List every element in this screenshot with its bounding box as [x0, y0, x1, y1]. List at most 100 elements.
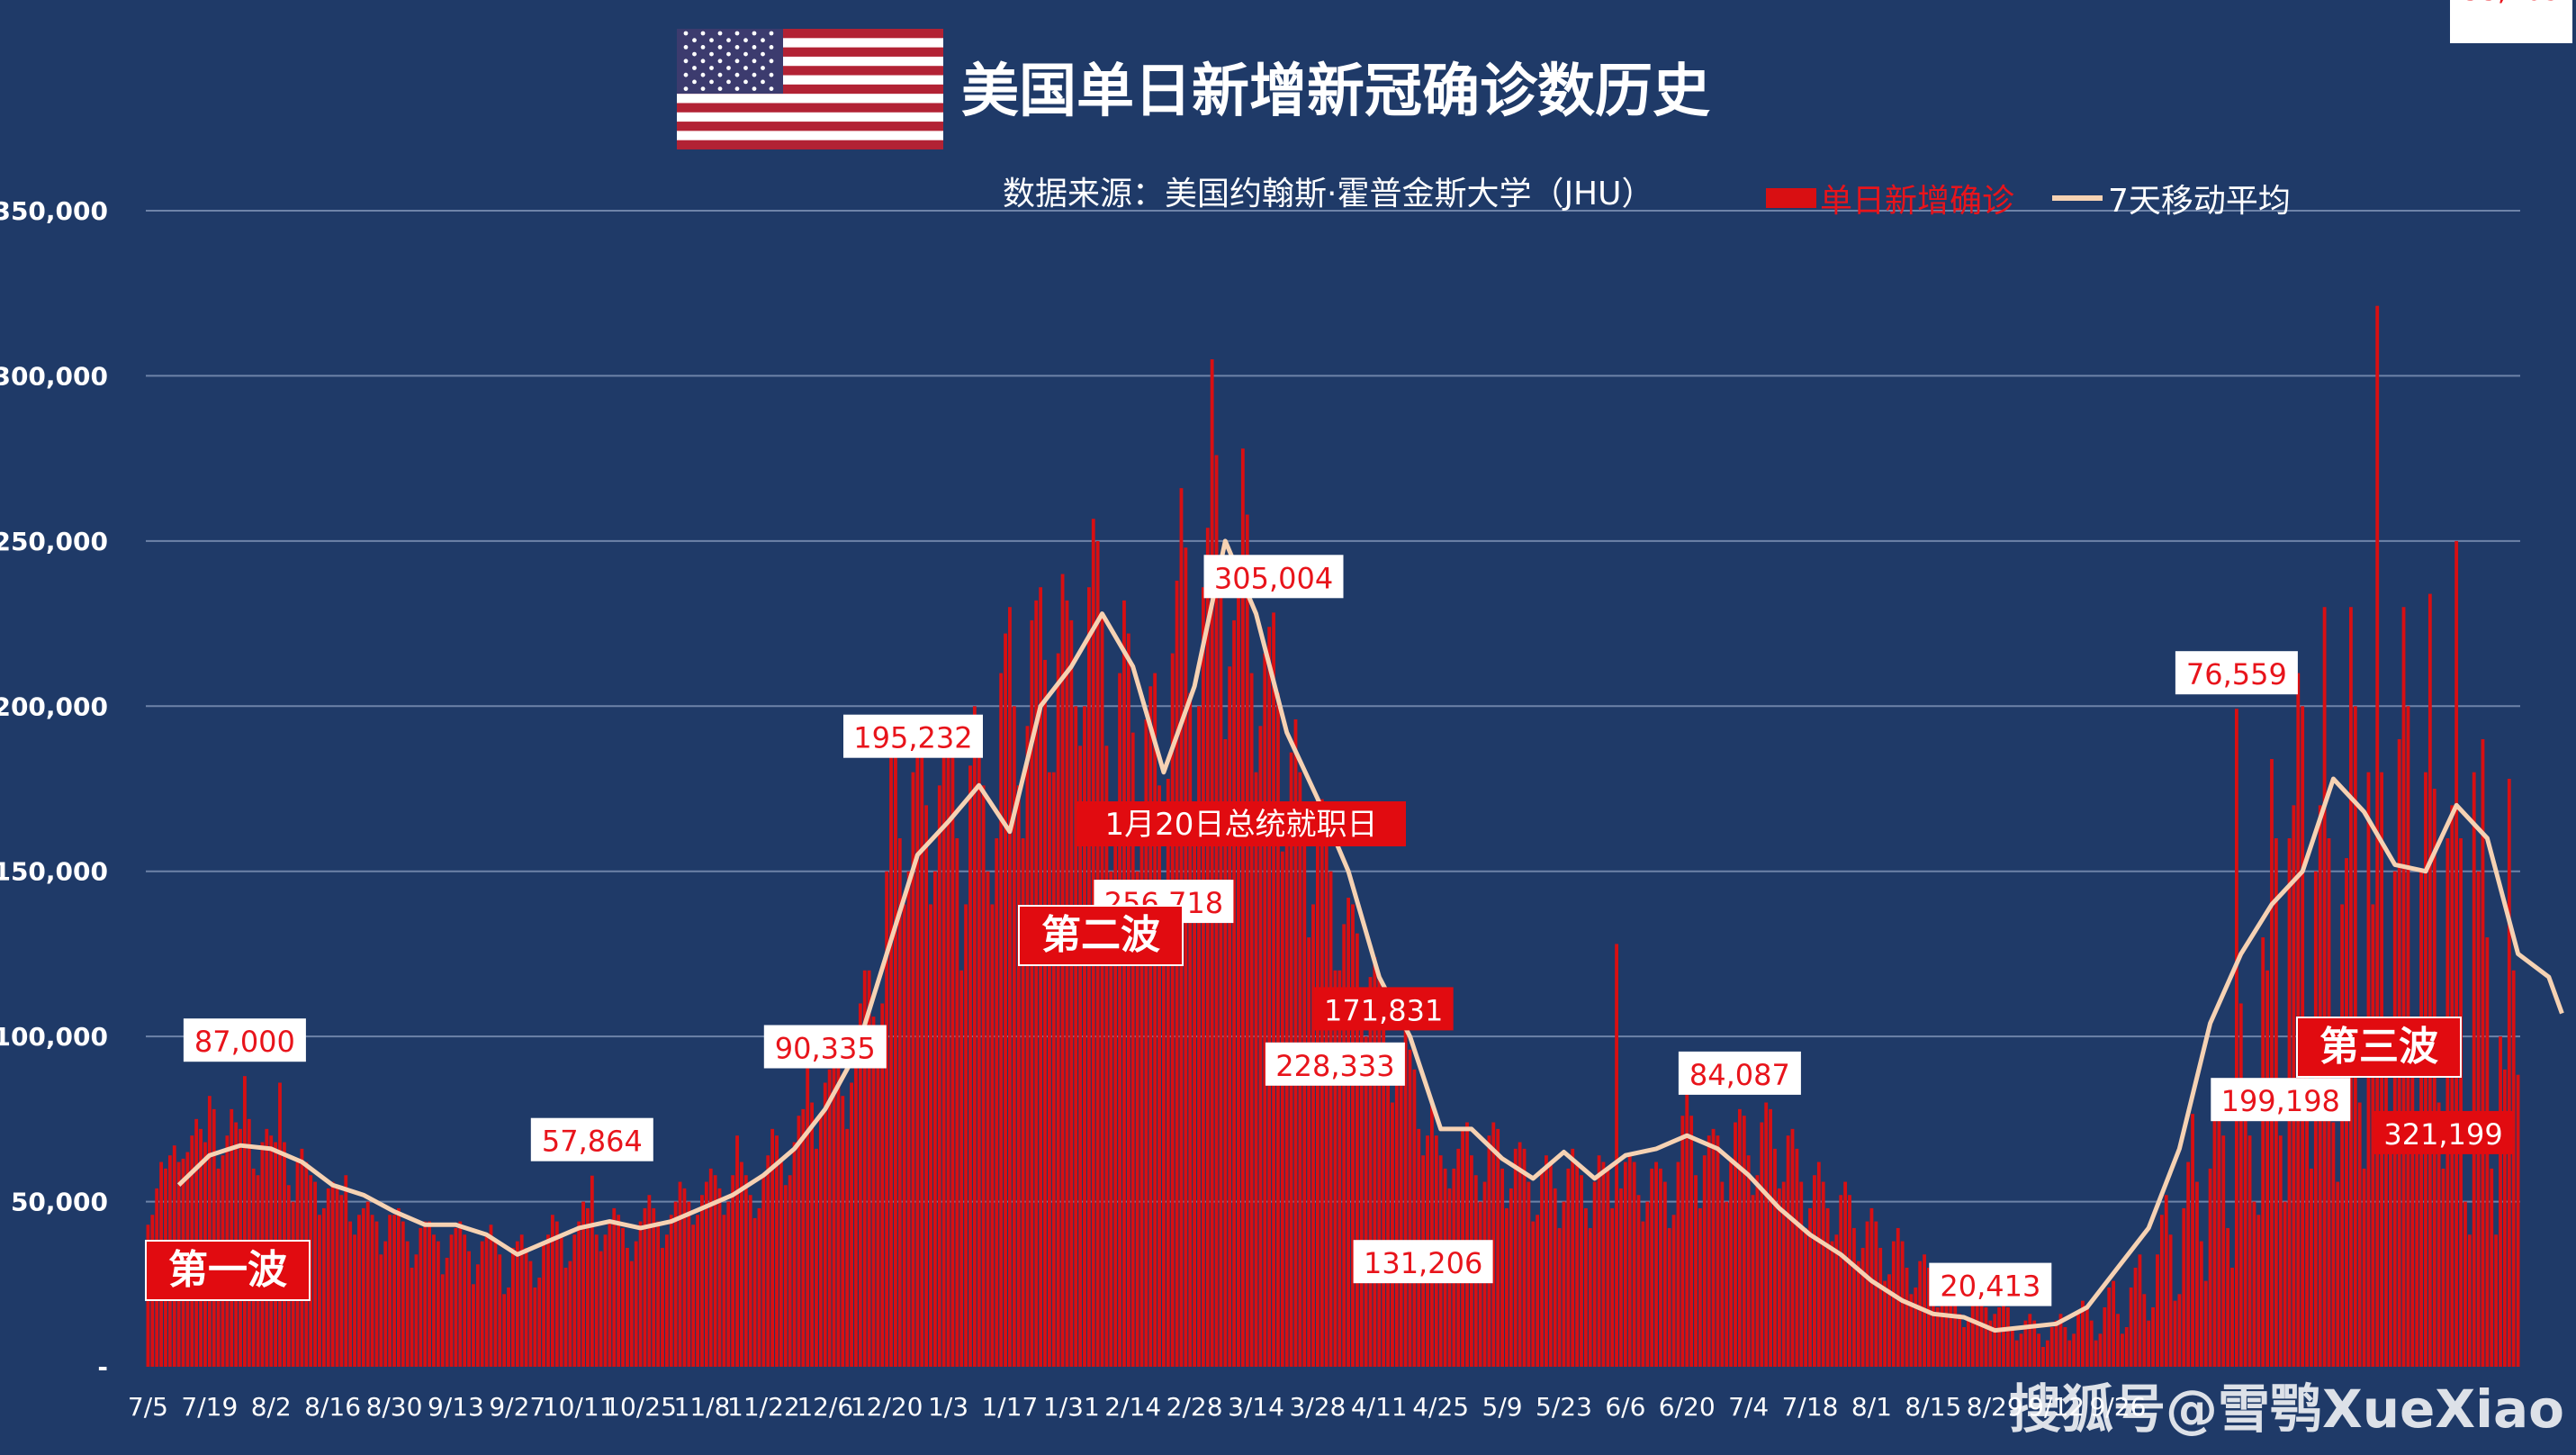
bar — [374, 1221, 379, 1367]
bar — [410, 1267, 414, 1367]
bar — [1592, 1181, 1597, 1367]
bar — [1051, 772, 1056, 1367]
y-tick-label: 250,000 — [0, 527, 108, 556]
x-tick-label: 7/5 — [128, 1392, 168, 1422]
bar — [1553, 1188, 1557, 1367]
value-callout-text: 88,409 — [2461, 0, 2562, 7]
bar — [603, 1234, 608, 1367]
bar — [2441, 1168, 2445, 1367]
bar — [1355, 933, 1359, 1367]
bar — [1148, 686, 1153, 1367]
bar — [599, 1251, 603, 1367]
bar — [2459, 838, 2463, 1367]
bar — [1874, 1221, 1878, 1367]
bar — [1597, 1155, 1601, 1367]
bar — [1316, 845, 1320, 1367]
bar — [880, 1003, 885, 1367]
bar — [2340, 904, 2345, 1367]
bar — [2147, 1320, 2151, 1367]
value-callout-box — [2450, 0, 2572, 43]
y-tick-label: 300,000 — [0, 361, 108, 391]
bar — [528, 1261, 533, 1367]
bar — [2472, 772, 2476, 1367]
bar — [634, 1241, 638, 1367]
bar — [1034, 600, 1039, 1367]
value-callout-text: 20,413 — [1940, 1270, 2040, 1304]
bar — [2247, 1135, 2252, 1367]
bar — [1636, 1195, 1641, 1367]
bar — [1403, 1023, 1408, 1367]
bar — [2037, 1333, 2040, 1367]
x-tick-label: 11/22 — [727, 1392, 800, 1422]
bar — [1746, 1155, 1751, 1367]
bar — [379, 1254, 383, 1367]
bar — [1113, 805, 1118, 1367]
bar — [321, 1207, 326, 1367]
bar — [1949, 1274, 1953, 1367]
bar — [440, 1274, 445, 1367]
bar — [572, 1234, 577, 1367]
bar — [1588, 1227, 1592, 1367]
bar — [704, 1181, 708, 1367]
bar — [2124, 1326, 2129, 1367]
bar — [2063, 1326, 2067, 1367]
bar — [1698, 1207, 1702, 1367]
bar — [581, 1201, 585, 1367]
bar — [2138, 1254, 2142, 1367]
bar — [554, 1221, 559, 1367]
bar — [617, 1215, 621, 1367]
x-tick-label: 2/14 — [1104, 1392, 1161, 1422]
bar — [1201, 587, 1205, 1367]
bar — [2450, 805, 2454, 1367]
bar — [1016, 785, 1021, 1367]
x-tick-label: 1/3 — [928, 1392, 968, 1422]
bar — [1891, 1241, 1896, 1367]
bar — [463, 1234, 467, 1367]
bar — [2107, 1287, 2112, 1367]
bar — [2199, 1241, 2203, 1367]
bar — [2336, 1181, 2340, 1367]
bar — [2164, 1195, 2168, 1367]
bar — [752, 1217, 757, 1367]
bar — [1860, 1247, 1865, 1367]
bar — [2212, 1116, 2217, 1367]
value-callout-box — [530, 1117, 653, 1161]
x-tick-label: 9/13 — [428, 1392, 484, 1422]
bar — [2310, 1168, 2313, 1367]
bar — [1641, 1221, 1645, 1367]
bar — [885, 871, 889, 1367]
bar — [1228, 666, 1232, 1367]
bar — [1667, 1227, 1671, 1367]
bar — [1527, 1181, 1531, 1367]
bar — [1399, 1043, 1403, 1367]
bar — [652, 1207, 656, 1367]
value-callout-box — [763, 1025, 887, 1069]
x-tick-label: 5/23 — [1536, 1392, 1592, 1422]
bar — [472, 1284, 475, 1367]
bar — [2252, 1201, 2256, 1367]
bar — [1338, 970, 1342, 1367]
value-callout: 199,198 — [2211, 1078, 2351, 1122]
bar — [1975, 1294, 1979, 1367]
bar — [1760, 1122, 1764, 1367]
bar — [792, 1142, 797, 1367]
bar — [1856, 1261, 1860, 1367]
bar — [1632, 1161, 1636, 1367]
x-tick-label: 8/15 — [1905, 1392, 1961, 1422]
chart-title: 美国单日新增新冠确诊数历史 — [961, 59, 1710, 125]
bar — [2357, 1102, 2362, 1367]
bar — [1619, 1188, 1623, 1367]
bar — [815, 1148, 818, 1367]
value-callout-box — [1929, 1262, 2052, 1306]
bar — [977, 726, 981, 1367]
x-tick-label: 2/28 — [1166, 1392, 1223, 1422]
bar — [1491, 1122, 1496, 1367]
bar — [1078, 746, 1083, 1367]
bar — [1786, 1135, 1790, 1367]
bar — [2283, 1201, 2287, 1367]
bar — [1170, 653, 1175, 1367]
bar — [1610, 1207, 1615, 1367]
data-source-note: 数据来源：美国约翰斯·霍普金斯大学（JHU） — [1003, 176, 1654, 212]
x-tick-label: 8/1 — [1851, 1392, 1892, 1422]
bar — [1707, 1135, 1711, 1367]
